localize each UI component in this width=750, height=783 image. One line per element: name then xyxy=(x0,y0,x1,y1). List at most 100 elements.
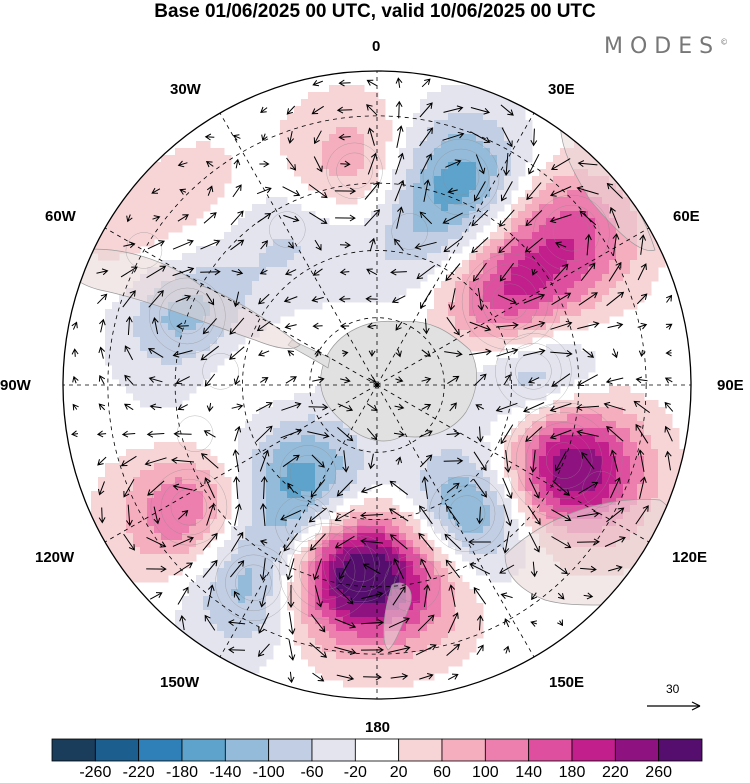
field-cell xyxy=(553,435,561,443)
field-cell xyxy=(266,540,274,548)
field-cell xyxy=(203,463,211,471)
field-cell xyxy=(98,526,106,534)
field-cell xyxy=(448,428,456,436)
wind-arrow xyxy=(259,539,268,546)
field-cell xyxy=(434,547,442,555)
field-cell xyxy=(637,281,645,289)
field-cell xyxy=(343,183,351,191)
field-cell xyxy=(322,400,330,408)
contour-ring xyxy=(428,475,506,552)
field-cell xyxy=(511,393,519,401)
wind-arrow xyxy=(311,454,325,468)
field-cell xyxy=(511,463,519,471)
wind-arrow xyxy=(606,291,625,307)
wind-arrow xyxy=(308,507,327,523)
field-cell xyxy=(462,337,470,345)
field-cell xyxy=(196,484,204,492)
field-cell xyxy=(126,197,134,205)
field-cell xyxy=(154,400,162,408)
field-cell xyxy=(560,512,568,520)
field-cell xyxy=(448,281,456,289)
field-cell xyxy=(196,323,204,331)
wind-arrow xyxy=(551,536,572,549)
field-cell xyxy=(497,239,505,247)
field-cell xyxy=(357,638,365,646)
field-cell xyxy=(511,239,519,247)
wind-arrow xyxy=(72,403,79,411)
field-cell xyxy=(238,225,246,233)
field-cell xyxy=(357,568,365,576)
field-cell xyxy=(392,232,400,240)
field-cell xyxy=(336,141,344,149)
field-cell xyxy=(245,575,253,583)
wind-arrow xyxy=(423,584,431,607)
field-cell xyxy=(497,547,505,555)
field-cell xyxy=(147,239,155,247)
field-cell xyxy=(539,204,547,212)
field-cell xyxy=(490,162,498,170)
wind-arrow xyxy=(498,237,516,254)
field-cell xyxy=(462,127,470,135)
field-cell xyxy=(546,456,554,464)
field-cell xyxy=(602,484,610,492)
field-cell xyxy=(385,127,393,135)
field-cell xyxy=(378,274,386,282)
field-cell xyxy=(504,386,512,394)
field-cell xyxy=(679,477,687,485)
field-cell xyxy=(357,624,365,632)
field-cell xyxy=(462,225,470,233)
field-cell xyxy=(420,155,428,163)
field-cell xyxy=(238,470,246,478)
field-cell xyxy=(273,288,281,296)
field-cell xyxy=(245,435,253,443)
field-cell xyxy=(308,561,316,569)
field-cell xyxy=(322,176,330,184)
field-cell xyxy=(504,365,512,373)
field-cell xyxy=(434,162,442,170)
field-cell xyxy=(497,316,505,324)
field-cell xyxy=(602,498,610,506)
field-cell xyxy=(189,211,197,219)
field-cell xyxy=(497,155,505,163)
field-cell xyxy=(336,659,344,667)
field-cell xyxy=(630,267,638,275)
field-cell xyxy=(322,253,330,261)
field-cell xyxy=(651,470,659,478)
field-cell xyxy=(623,428,631,436)
field-cell xyxy=(413,281,421,289)
field-cell xyxy=(112,323,120,331)
field-cell xyxy=(105,351,113,359)
field-cell xyxy=(196,526,204,534)
field-cell xyxy=(539,197,547,205)
field-cell xyxy=(427,568,435,576)
field-cell xyxy=(336,435,344,443)
field-cell xyxy=(294,617,302,625)
field-cell xyxy=(147,575,155,583)
field-cell xyxy=(665,414,673,422)
contour-ring xyxy=(288,533,366,610)
field-cell xyxy=(196,491,204,499)
field-cell xyxy=(161,393,169,401)
field-cell xyxy=(511,232,519,240)
field-cell xyxy=(343,589,351,597)
field-cell xyxy=(504,568,512,576)
wind-arrow xyxy=(204,133,215,141)
field-cell xyxy=(175,365,183,373)
wind-arrow xyxy=(610,449,619,472)
field-cell xyxy=(273,617,281,625)
field-cell xyxy=(574,183,582,191)
field-cell xyxy=(182,456,190,464)
field-cell xyxy=(294,498,302,506)
field-cell xyxy=(623,253,631,261)
wind-arrow xyxy=(550,320,573,330)
field-cell xyxy=(336,281,344,289)
field-cell xyxy=(287,162,295,170)
field-cell xyxy=(385,253,393,261)
wind-arrow xyxy=(120,266,138,278)
field-cell xyxy=(420,470,428,478)
field-cell xyxy=(196,372,204,380)
field-cell xyxy=(511,134,519,142)
field-cell xyxy=(203,351,211,359)
field-cell xyxy=(399,575,407,583)
field-cell xyxy=(287,470,295,478)
